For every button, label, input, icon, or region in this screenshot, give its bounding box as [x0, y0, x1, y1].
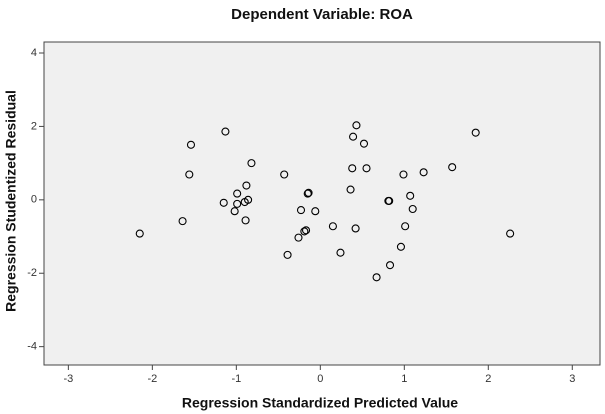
point	[280, 170, 289, 179]
point	[346, 185, 355, 194]
point	[186, 140, 196, 149]
point	[230, 207, 239, 216]
point	[419, 168, 428, 177]
chart-title: Dependent Variable: ROA	[231, 6, 413, 23]
point	[244, 195, 253, 204]
point	[471, 128, 480, 137]
x-tick-label: -3	[63, 373, 73, 385]
point	[408, 204, 417, 214]
point	[247, 159, 256, 168]
x-axis-title: Regression Standardized Predicted Value	[182, 395, 458, 411]
x-tick-label: 2	[485, 373, 491, 385]
point	[349, 132, 358, 141]
point	[362, 164, 371, 173]
y-tick-label: -4	[27, 341, 37, 353]
point	[385, 196, 394, 205]
point	[401, 222, 410, 231]
point	[135, 229, 144, 238]
point	[241, 216, 250, 225]
y-tick-label: 2	[31, 120, 37, 132]
point	[242, 181, 251, 190]
point	[348, 164, 357, 173]
point	[178, 217, 187, 226]
point	[406, 191, 415, 200]
point	[221, 127, 230, 136]
x-tick-label: 0	[317, 373, 323, 385]
y-tick-label: -2	[27, 267, 37, 279]
point	[300, 227, 309, 236]
point	[351, 224, 360, 233]
x-tick-label: 1	[401, 373, 407, 385]
point	[328, 222, 337, 231]
y-axis-title: Regression Studentized Residual	[3, 90, 19, 312]
point	[399, 170, 408, 179]
point	[233, 189, 242, 198]
point	[506, 229, 515, 238]
point	[311, 207, 320, 216]
point	[304, 188, 313, 197]
point	[219, 198, 228, 207]
point	[296, 206, 306, 215]
point	[294, 233, 303, 242]
point	[352, 121, 361, 130]
point	[301, 226, 311, 235]
plot-area	[43, 41, 601, 366]
point	[303, 189, 312, 198]
y-tick-label: 4	[31, 47, 37, 59]
point	[185, 170, 194, 179]
point	[385, 261, 395, 270]
point	[372, 273, 381, 282]
point	[336, 248, 345, 257]
point	[359, 139, 369, 148]
x-tick-label: 3	[569, 373, 575, 385]
point	[233, 199, 242, 208]
x-tick-label: -1	[231, 373, 241, 385]
x-tick-label: -2	[147, 373, 157, 385]
point	[448, 163, 457, 172]
point	[396, 242, 405, 251]
y-tick-label: 0	[31, 194, 37, 206]
point	[283, 250, 292, 259]
